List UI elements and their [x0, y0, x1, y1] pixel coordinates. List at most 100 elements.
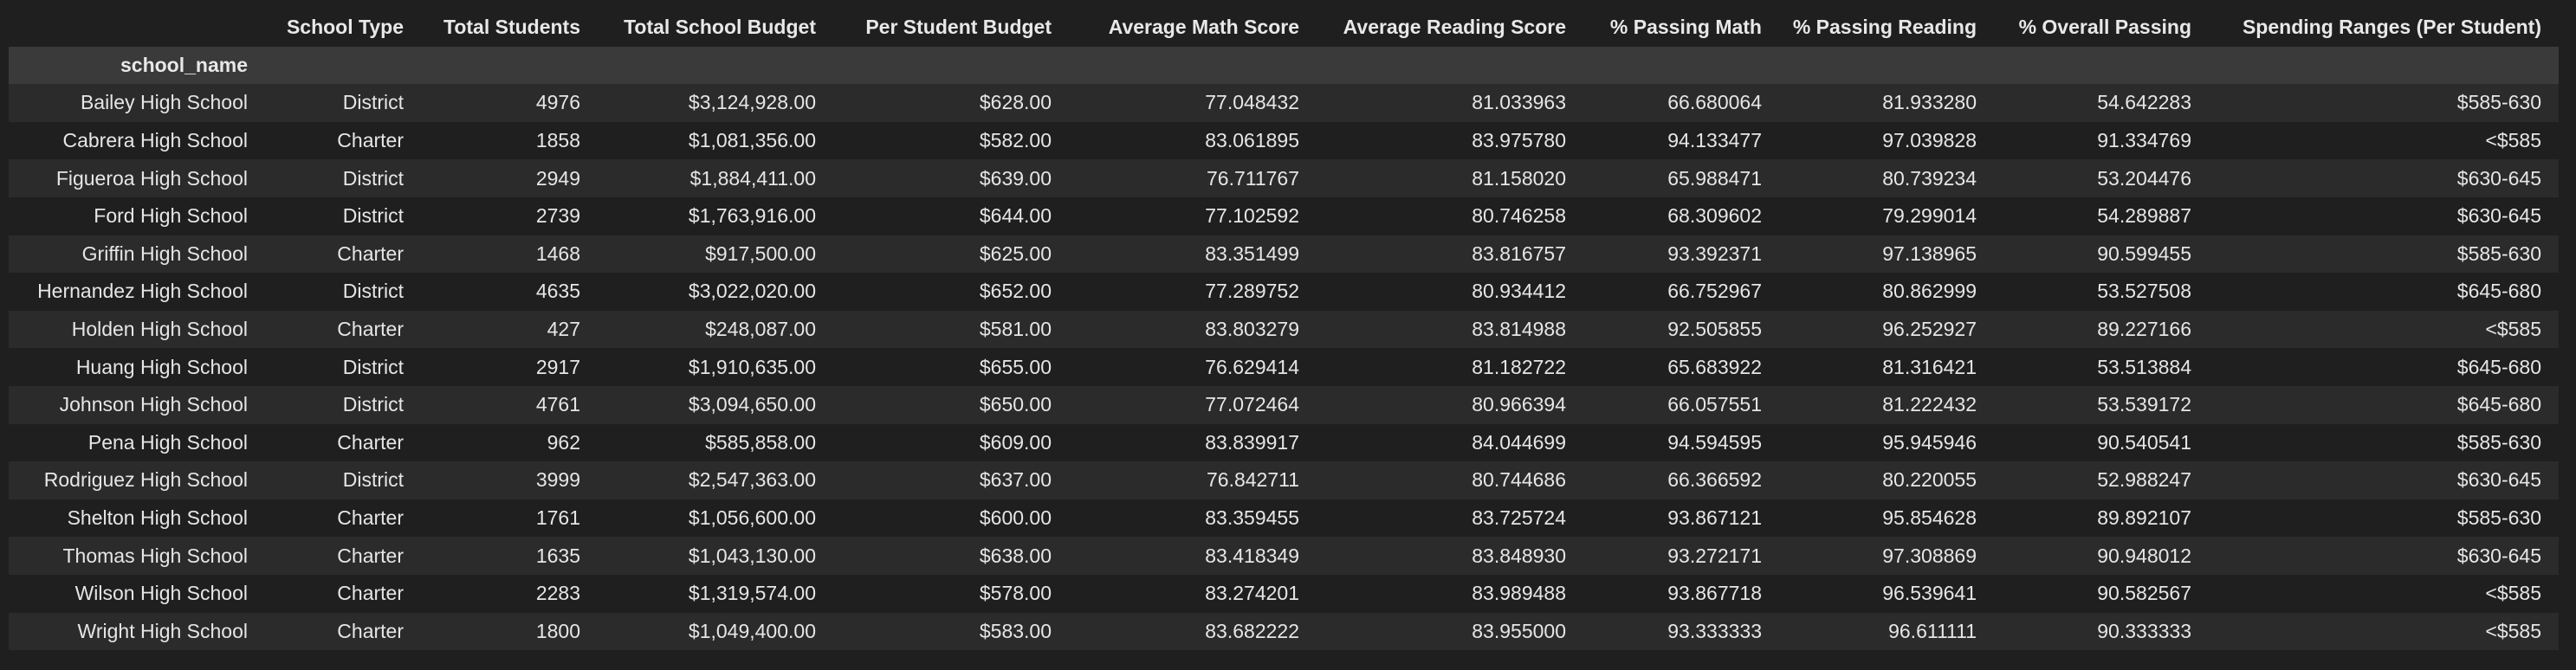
table-cell: 4761 [421, 385, 598, 424]
table-cell: Charter [265, 574, 421, 613]
table-cell: 97.138965 [1779, 235, 1994, 274]
table-cell: 83.803279 [1069, 310, 1317, 349]
table-row: Holden High School Charter 427 $248,087.00 $… [9, 310, 2559, 349]
table-cell: $1,319,574.00 [598, 574, 833, 613]
row-index-school-name: Rodriguez High School [9, 461, 265, 499]
table-row: Bailey High School District 4976 $3,124,928… [9, 84, 2559, 122]
table-cell: 66.366592 [1583, 461, 1779, 499]
table-row: Wilson High School Charter 2283 $1,319,574.… [9, 574, 2559, 613]
table-row: Shelton High School Charter 1761 $1,056,600… [9, 499, 2559, 538]
table-row: Thomas High School Charter 1635 $1,043,130.… [9, 537, 2559, 575]
table-cell: 92.505855 [1583, 310, 1779, 349]
table-row: Huang High School District 2917 $1,910,635.… [9, 348, 2559, 386]
table-cell: $585-630 [2209, 499, 2559, 538]
table-row: Figueroa High School District 2949 $1,884,4… [9, 159, 2559, 197]
table-cell: 54.289887 [1994, 196, 2209, 235]
table-cell: 81.158020 [1317, 159, 1583, 197]
table-cell: 83.975780 [1317, 121, 1583, 160]
table-cell: $1,763,916.00 [598, 196, 833, 235]
table-cell: 93.392371 [1583, 235, 1779, 274]
table-cell: 96.611111 [1779, 612, 1994, 651]
table-cell: 90.582567 [1994, 574, 2209, 613]
column-header: Total Students [421, 9, 598, 47]
table-cell: 89.227166 [1994, 310, 2209, 349]
table-cell: 93.272171 [1583, 537, 1779, 575]
table-cell: 427 [421, 310, 598, 349]
table-cell: 83.848930 [1317, 537, 1583, 575]
table-cell: $609.00 [833, 423, 1069, 462]
table-cell: $1,049,400.00 [598, 612, 833, 651]
row-index-school-name: Huang High School [9, 348, 265, 386]
table-cell: 84.044699 [1317, 423, 1583, 462]
table-cell: $630-645 [2209, 461, 2559, 499]
table-row: Rodriguez High School District 3999 $2,547,… [9, 461, 2559, 499]
dataframe-output: School Type Total Students Total School Bu… [9, 9, 2559, 651]
table-cell: $652.00 [833, 273, 1069, 311]
table-cell: 80.220055 [1779, 461, 1994, 499]
table-cell: 83.816757 [1317, 235, 1583, 274]
table-cell: 80.739234 [1779, 159, 1994, 197]
table-cell: 4635 [421, 273, 598, 311]
table-cell: 1468 [421, 235, 598, 274]
table-cell: <$585 [2209, 612, 2559, 651]
table-cell: 91.334769 [1994, 121, 2209, 160]
table-cell: 2739 [421, 196, 598, 235]
table-cell: 83.418349 [1069, 537, 1317, 575]
table-cell: $630-645 [2209, 537, 2559, 575]
table-cell: $637.00 [833, 461, 1069, 499]
table-cell: 90.948012 [1994, 537, 2209, 575]
table-row: Griffin High School Charter 1468 $917,500.0… [9, 235, 2559, 274]
table-cell: District [265, 84, 421, 122]
table-cell: 77.289752 [1069, 273, 1317, 311]
column-header: Total School Budget [598, 9, 833, 47]
row-index-school-name: Shelton High School [9, 499, 265, 538]
column-header: % Overall Passing [1994, 9, 2209, 47]
row-index-school-name: Johnson High School [9, 385, 265, 424]
table-cell: 80.744686 [1317, 461, 1583, 499]
table-cell: District [265, 461, 421, 499]
table-cell: $583.00 [833, 612, 1069, 651]
table-cell: 65.988471 [1583, 159, 1779, 197]
table-cell: 77.102592 [1069, 196, 1317, 235]
table-cell: 96.539641 [1779, 574, 1994, 613]
table-cell: Charter [265, 423, 421, 462]
index-row-blank-cell [1779, 46, 1994, 85]
index-row-blank-cell [2209, 46, 2559, 85]
table-cell: 53.513884 [1994, 348, 2209, 386]
table-cell: 83.061895 [1069, 121, 1317, 160]
table-cell: <$585 [2209, 574, 2559, 613]
table-cell: 93.333333 [1583, 612, 1779, 651]
column-header: Average Math Score [1069, 9, 1317, 47]
index-row-blank-cell [1317, 46, 1583, 85]
table-cell: $578.00 [833, 574, 1069, 613]
table-cell: 83.839917 [1069, 423, 1317, 462]
table-cell: 81.933280 [1779, 84, 1994, 122]
index-name-row: school_name [9, 46, 2559, 85]
table-cell: 81.222432 [1779, 385, 1994, 424]
table-cell: $1,884,411.00 [598, 159, 833, 197]
table-cell: 1761 [421, 499, 598, 538]
table-cell: 83.274201 [1069, 574, 1317, 613]
table-cell: 90.599455 [1994, 235, 2209, 274]
table-cell: 77.072464 [1069, 385, 1317, 424]
table-cell: $644.00 [833, 196, 1069, 235]
table-cell: $248,087.00 [598, 310, 833, 349]
table-cell: 3999 [421, 461, 598, 499]
table-cell: $600.00 [833, 499, 1069, 538]
table-cell: 90.540541 [1994, 423, 2209, 462]
school-summary-table: School Type Total Students Total School Bu… [9, 9, 2559, 651]
index-row-blank-cell [598, 46, 833, 85]
table-cell: 66.752967 [1583, 273, 1779, 311]
table-cell: 66.680064 [1583, 84, 1779, 122]
table-cell: $582.00 [833, 121, 1069, 160]
index-row-blank-cell [421, 46, 598, 85]
table-cell: District [265, 385, 421, 424]
column-header: Average Reading Score [1317, 9, 1583, 47]
table-cell: $645-680 [2209, 385, 2559, 424]
table-header: School Type Total Students Total School Bu… [9, 9, 2559, 85]
table-cell: 80.966394 [1317, 385, 1583, 424]
table-cell: 54.642283 [1994, 84, 2209, 122]
table-body: Bailey High School District 4976 $3,124,928… [9, 84, 2559, 651]
table-cell: Charter [265, 310, 421, 349]
row-index-school-name: Pena High School [9, 423, 265, 462]
